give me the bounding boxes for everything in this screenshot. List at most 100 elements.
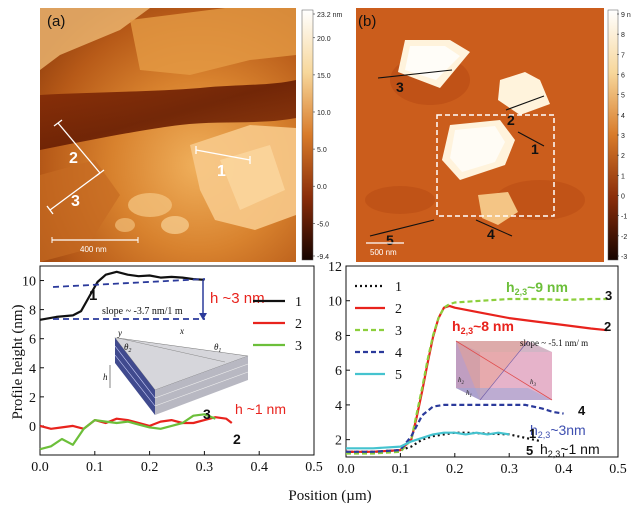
h23-9-sub: 2,3 bbox=[515, 287, 528, 297]
curve-end-right-1: 1 bbox=[529, 426, 536, 441]
prism-inset-left: y x θ2 θ1 h bbox=[103, 326, 249, 415]
colorbar-b-tick-label: 5 bbox=[621, 93, 625, 100]
colorbar-b-tick-label: -1 bbox=[621, 214, 627, 221]
colorbar-a-tick-label: 20.0 bbox=[317, 36, 331, 43]
chart-left-series-1 bbox=[39, 270, 205, 321]
chart-right-y-tick-label: 6 bbox=[335, 364, 342, 379]
curve-end-right-3: 3 bbox=[605, 288, 612, 303]
slope-right: slope ~ -5.1 nm/ m bbox=[520, 338, 588, 348]
colorbar-b-tick-label: 4 bbox=[621, 113, 625, 120]
h23-1-symbol: h bbox=[540, 441, 548, 457]
h-top-left: h ~3 nm bbox=[210, 290, 265, 307]
chart-right-legend-label-1: 1 bbox=[395, 280, 402, 295]
scale-bar-a-label: 400 nm bbox=[80, 245, 107, 254]
chart-left-series-2 bbox=[39, 416, 233, 430]
chart-left-x-tick-label: 0.1 bbox=[86, 460, 104, 475]
h23-3-value: ~3nm bbox=[550, 422, 585, 438]
legend-left: 1 2 3 bbox=[253, 295, 302, 354]
svg-text:h2,3~8 nm: h2,3~8 nm bbox=[452, 318, 514, 336]
chart-right-series-5 bbox=[346, 431, 510, 450]
scan-label-b-2: 2 bbox=[507, 112, 515, 128]
chart-left-y-tick-label: 6 bbox=[29, 333, 36, 348]
chart-left-legend-label-3: 3 bbox=[295, 339, 302, 354]
chart-left-x-tick-label: 0.5 bbox=[305, 460, 323, 475]
inset-right-h1: h bbox=[466, 389, 470, 397]
h23-8-value: ~8 nm bbox=[473, 318, 514, 334]
slope-left: slope ~ -3.7 nm/1 m bbox=[102, 306, 183, 317]
h23-3-symbol: h bbox=[530, 422, 538, 438]
chart-right-y-tick-label: 10 bbox=[328, 295, 342, 310]
chart-right-y-tick-label: 2 bbox=[335, 434, 342, 449]
chart-right-legend-label-3: 3 bbox=[395, 324, 402, 339]
chart-right-legend-label-4: 4 bbox=[395, 346, 402, 361]
svg-text:θ1: θ1 bbox=[214, 342, 221, 354]
svg-text:h2: h2 bbox=[458, 376, 465, 386]
chart-right-legend-label-2: 2 bbox=[395, 302, 402, 317]
colorbar-b-tick-label: 2 bbox=[621, 153, 625, 160]
scale-bar-b-label: 500 nm bbox=[370, 248, 397, 257]
inset-right-h2: h bbox=[458, 376, 462, 384]
x-axis-label: Position (µm) bbox=[288, 488, 371, 504]
h23-3-sub: 2,3 bbox=[538, 430, 551, 440]
chart-left-x-tick-label: 0.3 bbox=[196, 460, 214, 475]
inset-right-h3-sub: 3 bbox=[534, 383, 537, 388]
curve-end-right-4: 4 bbox=[578, 403, 586, 418]
colorbar-a-tick-label: 15.0 bbox=[317, 73, 331, 80]
colorbar-b: 9 n 8 7 6 5 4 3 2 1 0 -1 -2 -3 bbox=[607, 9, 631, 261]
scan-label-b-5: 5 bbox=[386, 232, 394, 248]
scale-bar-a: 400 nm bbox=[51, 237, 139, 254]
colorbar-a-tick-label: 23.2 nm bbox=[317, 12, 342, 19]
chart-right-x-tick-label: 0.0 bbox=[337, 462, 355, 477]
inset-left-x: x bbox=[179, 326, 184, 336]
colorbar-a-tick-label: -5.0 bbox=[317, 221, 329, 228]
inset-left-theta1-sub: 1 bbox=[218, 348, 221, 354]
colorbar-a-tick-label: -9.4 bbox=[317, 254, 329, 261]
curve-end-right-5: 5 bbox=[526, 443, 533, 458]
colorbar-a-tick-label: 10.0 bbox=[317, 110, 331, 117]
colorbar-b-tick-label: -2 bbox=[621, 234, 627, 241]
colorbar-a-tick-label: 0.0 bbox=[317, 184, 327, 191]
h23-9-value: ~9 nm bbox=[527, 279, 568, 295]
chart-right-x-tick-label: 0.2 bbox=[446, 462, 464, 477]
svg-text:h2,3~1 nm: h2,3~1 nm bbox=[540, 441, 600, 459]
prism-inset-right: h2 h1 h3 bbox=[455, 340, 553, 401]
colorbar-a-tick-label: 5.0 bbox=[317, 147, 327, 154]
chart-left-legend-label-2: 2 bbox=[295, 317, 302, 332]
chart-left-y-tick-label: 8 bbox=[29, 304, 36, 319]
chart-left-y-tick-label: 4 bbox=[29, 362, 36, 377]
colorbar-b-tick-label: 9 n bbox=[621, 12, 631, 19]
scan-label-a-3: 3 bbox=[71, 193, 80, 210]
chart-left-y-tick-label: 10 bbox=[22, 275, 36, 290]
panel-b-label: (b) bbox=[358, 13, 376, 30]
scan-label-b-1: 1 bbox=[531, 141, 539, 157]
inset-left-theta2-sub: 2 bbox=[128, 348, 131, 354]
h23-8-symbol: h bbox=[452, 318, 461, 334]
chart-right-y-tick-label: 12 bbox=[328, 260, 342, 275]
colorbar-b-tick-label: 0 bbox=[621, 194, 625, 201]
colorbar-b-tick-label: 3 bbox=[621, 133, 625, 140]
scan-lines-b bbox=[369, 69, 545, 237]
colorbar-b-tick-label: 7 bbox=[621, 52, 625, 59]
svg-text:h2,3~9 nm: h2,3~9 nm bbox=[506, 279, 568, 297]
chart-right-x-tick-label: 0.4 bbox=[555, 462, 573, 477]
curve-end-left-2: 2 bbox=[233, 431, 241, 447]
chart-left-y-tick-label: 2 bbox=[29, 391, 36, 406]
h23-1-sub: 2,3 bbox=[548, 449, 561, 459]
afm-image-a bbox=[40, 8, 296, 262]
inset-left-theta2: θ bbox=[124, 342, 129, 352]
inset-right-h3: h bbox=[530, 378, 534, 386]
h23-8-sub: 2,3 bbox=[461, 326, 474, 336]
h-bottom-left: h ~1 nm bbox=[235, 401, 286, 417]
panel-a-label: (a) bbox=[47, 13, 65, 30]
legend-right: 1 2 3 4 5 bbox=[355, 280, 402, 383]
svg-text:h3: h3 bbox=[530, 378, 537, 388]
h23-9-symbol: h bbox=[506, 279, 515, 295]
svg-text:h2,3~3nm: h2,3~3nm bbox=[530, 422, 586, 440]
colorbar-b-tick-label: 1 bbox=[621, 173, 625, 180]
chart-right-series-4 bbox=[346, 403, 564, 453]
chart-left-y-tick-label: 0 bbox=[29, 420, 36, 435]
scan-label-a-1: 1 bbox=[217, 163, 226, 180]
curve-end-right-2: 2 bbox=[604, 319, 611, 334]
svg-text:h1: h1 bbox=[466, 389, 472, 399]
scan-label-b-4: 4 bbox=[487, 226, 495, 242]
